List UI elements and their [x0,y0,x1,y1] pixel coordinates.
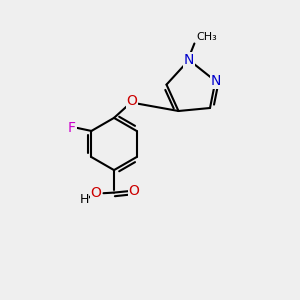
Text: O: O [91,186,101,200]
Text: O: O [127,94,137,108]
Text: F: F [68,121,76,135]
Text: CH₃: CH₃ [196,32,217,43]
Text: H: H [79,193,89,206]
Text: O: O [129,184,140,198]
Text: N: N [184,53,194,67]
Text: N: N [210,74,220,88]
